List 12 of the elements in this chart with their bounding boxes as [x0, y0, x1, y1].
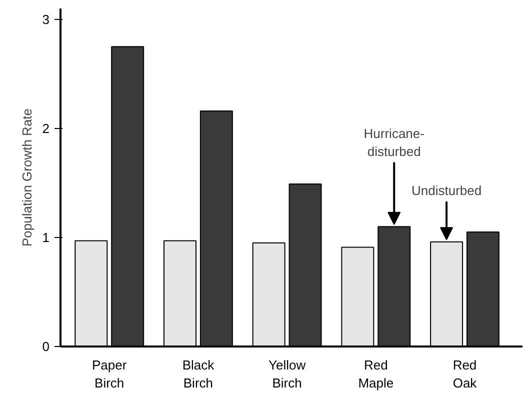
x-tick-label: Red Oak [452, 358, 478, 390]
y-tick-label: 0 [42, 339, 50, 354]
text: Hurricane-disturbed [364, 126, 424, 159]
y-tick-label: 1 [42, 230, 50, 245]
text: Undisturbed [411, 183, 482, 198]
x-tick-label: Paper Birch [92, 358, 128, 390]
x-tick-label: Red Maple [358, 358, 394, 390]
y-tick-label: 2 [42, 120, 50, 136]
x-tick-label: Yellow Birch [268, 358, 306, 390]
y-tick-label: 3 [42, 12, 50, 27]
y-axis-title: Population Growth Rate [19, 108, 34, 247]
x-tick-label: Black Birch [182, 358, 215, 390]
